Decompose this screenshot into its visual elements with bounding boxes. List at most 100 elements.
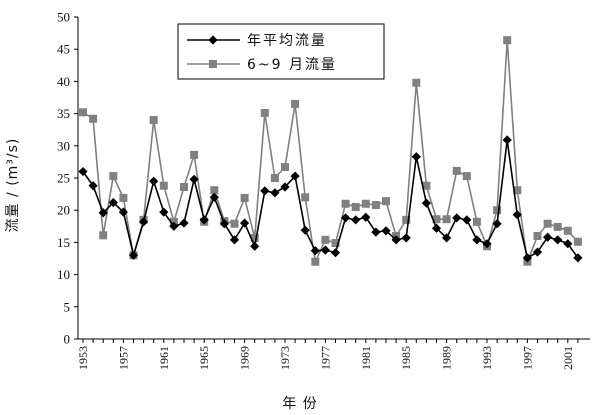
annual-mean-flow-point [563, 239, 573, 249]
x-tick-label: 1981 [359, 346, 373, 370]
annual-mean-flow-point [330, 248, 341, 258]
annual-mean-flow-point [320, 245, 330, 255]
jun-sep-flow-point [432, 215, 441, 224]
jun-sep-flow-point [79, 108, 87, 117]
jun-sep-flow-point [462, 172, 471, 181]
jun-sep-flow-point [382, 197, 390, 206]
jun-sep-flow-point [230, 219, 239, 228]
legend-entry-annual-mean-flow: 年平均流量 [187, 33, 327, 49]
annual-mean-flow-point [452, 213, 462, 223]
annual-mean-flow-point [189, 174, 199, 184]
annual-mean-flow-line [82, 139, 579, 259]
annual-mean-flow-point [492, 219, 502, 229]
x-tick-label: 1993 [480, 346, 494, 370]
annual-mean-flow-point [482, 239, 492, 249]
jun-sep-flow-point [361, 199, 370, 208]
y-tick-label: 30 [57, 138, 70, 153]
annual-mean-flow-point [351, 215, 361, 225]
jun-sep-flow-point [513, 186, 522, 195]
annual-mean-flow-point [361, 212, 371, 222]
annual-mean-flow-point [411, 152, 421, 162]
x-tick-label: 1957 [116, 346, 130, 370]
jun-sep-flow-point [573, 237, 582, 246]
jun-sep-flow-point [351, 202, 360, 211]
annual-mean-flow-point [229, 235, 240, 245]
annual-mean-flow-point [442, 233, 452, 243]
annual-mean-flow-point [270, 188, 280, 198]
annual-mean-flow-point [310, 246, 320, 256]
jun-sep-flow-point [452, 166, 461, 175]
annual-mean-flow-point [260, 186, 270, 196]
annual-mean-flow-point [169, 221, 179, 231]
jun-sep-flow-point [533, 231, 542, 240]
annual-mean-flow-point [209, 192, 219, 202]
y-axis-ticks: 0 5 10 15 20 25 30 35 40 45 50 [57, 10, 78, 347]
annual-mean-flow-point [553, 235, 563, 245]
annual-mean-flow-point [149, 176, 159, 186]
jun-sep-flow-line [82, 39, 579, 263]
annual-mean-flow-point [472, 235, 482, 245]
jun-sep-flow-point [119, 193, 128, 202]
annual-mean-flow-series [78, 135, 583, 263]
legend: 年平均流量 6~9 月流量 [177, 23, 385, 80]
x-tick-label: 1953 [76, 346, 90, 370]
jun-sep-flow-point [422, 181, 431, 190]
y-tick-label: 35 [57, 106, 70, 121]
annual-mean-flow-point [462, 215, 472, 225]
annual-mean-flow-point [240, 218, 250, 228]
y-tick-label: 45 [57, 42, 70, 57]
y-tick-label: 5 [64, 299, 71, 314]
annual-mean-flow-point [341, 213, 351, 223]
legend-label-jun-sep-flow: 6~9 月流量 [247, 57, 337, 73]
annual-mean-flow-point [118, 207, 128, 217]
jun-sep-flow-point [563, 226, 572, 235]
jun-sep-flow-point [190, 150, 199, 159]
annual-mean-flow-point [219, 219, 229, 229]
jun-sep-flow-point [210, 186, 219, 195]
x-tick-label: 1997 [520, 346, 534, 370]
annual-mean-flow-point [300, 225, 310, 235]
x-tick-label: 1969 [238, 346, 252, 370]
annual-mean-flow-point [280, 182, 290, 192]
annual-mean-flow-point [573, 253, 583, 263]
x-tick-label: 1977 [318, 346, 332, 370]
annual-mean-flow-point [543, 232, 553, 242]
annual-mean-flow-point [108, 197, 118, 208]
annual-mean-flow-point [421, 198, 431, 208]
y-tick-label: 20 [57, 203, 70, 218]
legend-label-annual-mean-flow: 年平均流量 [247, 33, 327, 49]
annual-mean-flow-point [98, 208, 108, 218]
annual-mean-flow-point [502, 135, 512, 145]
x-axis-title: 年 份 [282, 396, 317, 412]
jun-sep-flow-point [89, 114, 98, 123]
annual-mean-flow-point [512, 210, 522, 220]
y-tick-label: 15 [57, 235, 70, 250]
jun-sep-flow-point [180, 183, 188, 192]
jun-sep-flow-point [311, 257, 320, 266]
annual-mean-flow-point [391, 235, 401, 245]
jun-sep-flow-point [270, 174, 279, 182]
jun-sep-flow-point [149, 116, 158, 125]
annual-mean-flow-point [139, 217, 149, 227]
x-tick-label: 1961 [157, 346, 171, 370]
jun-sep-flow-point [493, 206, 502, 215]
x-tick-label: 2001 [561, 346, 575, 370]
legend-marker-annual-mean-flow [208, 35, 218, 45]
jun-sep-flow-point [543, 219, 552, 228]
jun-sep-flow-point [109, 172, 118, 181]
jun-sep-flow-point [159, 181, 168, 190]
jun-sep-flow-point [301, 193, 310, 202]
jun-sep-flow-point [553, 222, 562, 231]
annual-mean-flow-point [250, 241, 260, 251]
jun-sep-flow-point [240, 193, 249, 202]
x-tick-label: 1973 [278, 346, 292, 370]
annual-mean-flow-point [401, 233, 411, 243]
annual-mean-flow-point [371, 227, 381, 237]
jun-sep-flow-point [371, 201, 380, 210]
jun-sep-flow-point [291, 99, 300, 108]
x-tick-label: 1989 [440, 346, 454, 370]
jun-sep-flow-point [281, 163, 289, 172]
annual-mean-flow-point [381, 226, 391, 236]
x-tick-label: 1985 [399, 346, 413, 370]
